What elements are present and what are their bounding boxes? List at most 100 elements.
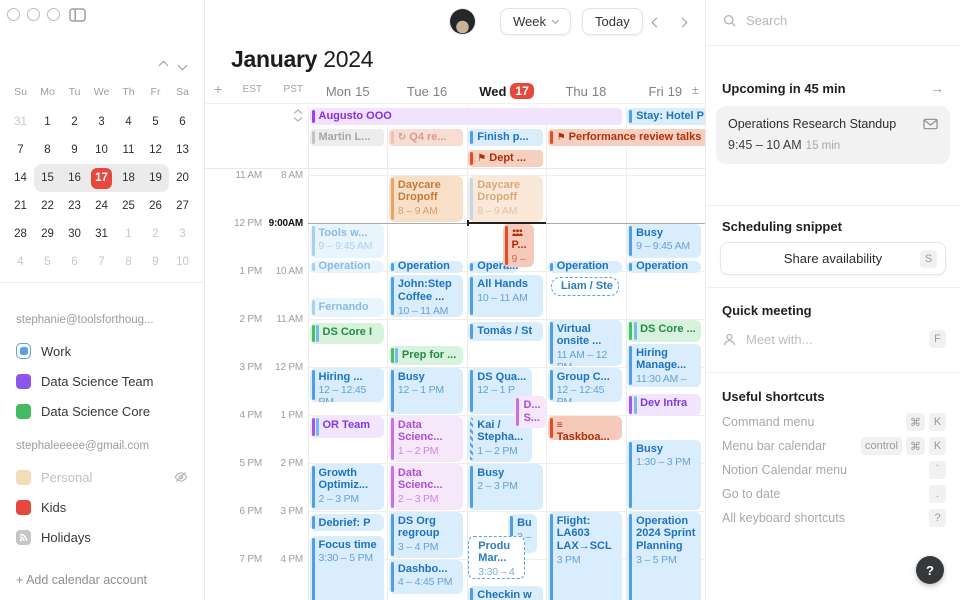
minical-day[interactable]: 25 xyxy=(122,200,135,212)
minical-day[interactable]: 19 xyxy=(142,164,169,192)
minical-prev-icon[interactable] xyxy=(158,60,169,71)
minical-day[interactable]: 10 xyxy=(95,144,108,156)
event[interactable]: Daycare Dropoff 8 – 9 AM xyxy=(388,175,464,222)
calendar-color-checkbox[interactable] xyxy=(16,403,31,419)
all-day-event[interactable]: Augusto OOO xyxy=(309,108,623,125)
event[interactable]: Data Scienc... 1 – 2 PM xyxy=(388,415,464,462)
minical-day[interactable]: 3 xyxy=(98,116,105,128)
event[interactable]: Data Scienc... 2 – 3 PM xyxy=(388,463,464,510)
minical-day[interactable]: 29 xyxy=(41,228,54,240)
meet-with-input[interactable]: Meet with... F xyxy=(722,330,946,348)
minical-day[interactable]: 1 xyxy=(44,116,51,128)
event[interactable]: Operation xyxy=(627,260,702,273)
calendar-toggle-row[interactable]: Data Science Team xyxy=(16,366,194,396)
event[interactable]: Checkin w xyxy=(468,585,543,600)
event[interactable]: OR Team xyxy=(309,415,384,438)
event[interactable]: Prep for ... xyxy=(388,345,464,366)
day-header-thu[interactable]: Thu 18 xyxy=(565,83,607,99)
event[interactable]: Daycare Dropoff 8 – 9 AM xyxy=(468,175,543,222)
minical-day[interactable]: 14 xyxy=(14,172,27,184)
event[interactable]: Operation 2024 Sprint Planning 3 – 5 PM xyxy=(627,511,702,600)
calendar-color-checkbox[interactable] xyxy=(16,373,31,389)
minical-day[interactable]: 15 xyxy=(34,164,61,192)
minical-day[interactable]: 20 xyxy=(176,172,189,184)
all-day-event[interactable]: Stay: Hotel P xyxy=(627,108,705,125)
minical-day[interactable]: 13 xyxy=(176,144,189,156)
minical-day[interactable]: 9 xyxy=(71,144,78,156)
search-input[interactable]: Search xyxy=(722,13,787,28)
event[interactable]: D... S...12 xyxy=(514,396,547,428)
minical-day[interactable]: 22 xyxy=(41,200,54,212)
event[interactable]: Group C...12 – 12:45 PM xyxy=(547,367,623,402)
window-close-icon[interactable] xyxy=(7,8,20,21)
day-header-mon[interactable]: Mon 15 xyxy=(325,83,370,99)
prev-week-button[interactable] xyxy=(646,12,666,32)
next-week-button[interactable] xyxy=(672,12,692,32)
upcoming-event-card[interactable]: Operations Research Standup 9:45 – 10 AM… xyxy=(716,106,950,164)
event[interactable]: ≡ Taskboa... xyxy=(547,415,623,440)
minical-day[interactable]: 2 xyxy=(71,116,78,128)
minical-day[interactable]: 18 xyxy=(115,164,142,192)
event[interactable]: Hiring Manage...11:30 AM – 1... xyxy=(627,343,702,388)
event[interactable]: Produ Mar... 3:30 – 4 xyxy=(468,535,526,580)
event[interactable]: Busy 12 – 1 PM xyxy=(388,367,464,414)
event[interactable]: Opera... xyxy=(468,260,518,273)
event[interactable]: DS Org regroup 3 – 4 PM xyxy=(388,511,464,558)
event[interactable]: Operation xyxy=(309,260,384,273)
minical-day[interactable]: 5 xyxy=(152,116,159,128)
help-button[interactable]: ? xyxy=(916,556,944,584)
event[interactable]: Busy 9 – 9:45 AM xyxy=(627,223,702,258)
view-switcher-button[interactable]: Week xyxy=(500,8,571,35)
envelope-icon[interactable] xyxy=(923,118,938,130)
day-header-tue[interactable]: Tue 16 xyxy=(406,83,448,99)
event[interactable]: Busy 2 – 3 PM xyxy=(468,463,543,510)
event[interactable]: Growth Optimiz... 2 – 3 PM xyxy=(309,463,384,510)
event[interactable]: Virtual onsite ...11 AM – 12 PM xyxy=(547,319,623,366)
all-day-event[interactable]: ⚑ Performance review talks xyxy=(547,129,705,146)
share-availability-button[interactable]: Share availability S xyxy=(720,242,946,275)
minical-day[interactable]: 1 xyxy=(125,228,132,240)
window-minimize-icon[interactable] xyxy=(27,8,40,21)
add-event-icon[interactable]: + xyxy=(214,81,223,97)
all-day-event[interactable]: ↻ Q4 re... xyxy=(388,129,464,146)
minical-day[interactable]: 2 xyxy=(152,228,159,240)
minical-day[interactable]: 28 xyxy=(14,228,27,240)
minical-day[interactable]: 17 xyxy=(88,164,115,192)
all-day-event[interactable]: Martin L... xyxy=(309,129,384,146)
minical-day[interactable]: 16 xyxy=(61,164,88,192)
event[interactable]: DS Core I xyxy=(309,323,384,344)
minical-next-icon[interactable] xyxy=(177,60,188,71)
event[interactable]: John:Step Coffee ... 10 – 11 AM xyxy=(388,274,464,318)
minical-day[interactable]: 9 xyxy=(152,256,159,268)
minical-day[interactable]: 4 xyxy=(125,116,132,128)
all-day-event[interactable]: Finish p... xyxy=(468,129,543,146)
minical-day[interactable]: 5 xyxy=(44,256,51,268)
day-header-wed[interactable]: Wed 17 xyxy=(467,80,546,102)
calendar-toggle-row[interactable]: Holidays xyxy=(16,522,194,552)
minical-day[interactable]: 8 xyxy=(44,144,51,156)
event[interactable]: P... 9 – xyxy=(502,223,535,268)
add-calendar-account-button[interactable]: + Add calendar account xyxy=(16,573,147,587)
minical-day[interactable]: 11 xyxy=(122,144,135,156)
all-day-event[interactable]: ⚑ Dept ... xyxy=(468,150,543,167)
minical-day[interactable]: 30 xyxy=(68,228,81,240)
calendar-color-checkbox[interactable] xyxy=(16,469,31,485)
event[interactable]: DS Core ... xyxy=(627,319,702,342)
minical-day[interactable]: 31 xyxy=(95,228,108,240)
event[interactable]: Debrief: P xyxy=(309,513,384,532)
calendar-color-checkbox[interactable] xyxy=(16,499,31,515)
time-grid[interactable]: 11 AM 8 AM 12 PM 9:00AM 1 PM 10 AM 2 PM 11 AM 3 … xyxy=(205,170,705,600)
minical-day[interactable]: 27 xyxy=(176,200,189,212)
minical-day[interactable]: 8 xyxy=(125,256,132,268)
event[interactable]: Busy 1:30 – 3 PM xyxy=(627,439,702,510)
calendar-toggle-row[interactable]: Work xyxy=(16,336,194,366)
event[interactable]: Operation xyxy=(388,260,464,273)
window-zoom-icon[interactable] xyxy=(47,8,60,21)
minical-day[interactable]: 23 xyxy=(68,200,81,212)
event[interactable]: Flight: LA603 LAX→SCL 3 PM xyxy=(547,511,623,600)
minical-day[interactable]: 24 xyxy=(95,200,108,212)
event[interactable]: Dev Infra xyxy=(627,393,702,416)
today-button[interactable]: Today xyxy=(582,8,643,35)
arrow-right-icon[interactable]: → xyxy=(930,80,944,96)
minical-day[interactable]: 3 xyxy=(179,228,186,240)
